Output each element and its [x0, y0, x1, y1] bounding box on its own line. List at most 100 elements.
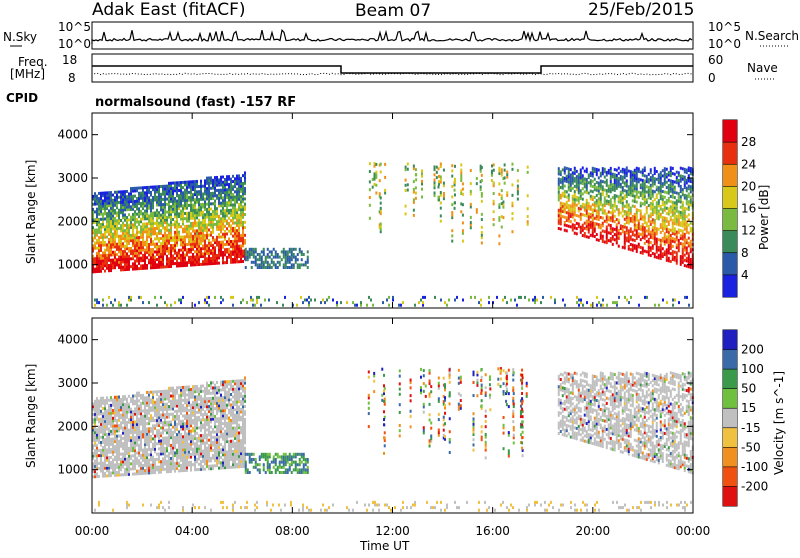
heatmap-cell: [493, 210, 495, 213]
heatmap-cell: [666, 176, 668, 179]
heatmap-cell: [120, 414, 122, 417]
heatmap-cell: [148, 393, 150, 396]
heatmap-cell: [574, 193, 576, 196]
heatmap-cell: [594, 235, 596, 238]
heatmap-cell: [156, 253, 158, 256]
heatmap-cell: [202, 193, 204, 196]
heatmap-cell: [614, 194, 616, 197]
heatmap-cell: [198, 234, 200, 237]
heatmap-cell: [168, 242, 170, 245]
heatmap-cell: [686, 257, 688, 260]
heatmap-cell: [584, 214, 586, 217]
heatmap-cell: [218, 184, 220, 187]
heatmap-cell: [470, 226, 472, 229]
heatmap-cell: [612, 230, 614, 233]
heatmap-cell: [170, 257, 172, 260]
heatmap-cell: [160, 296, 162, 299]
heatmap-cell: [142, 207, 144, 210]
heatmap-cell: [678, 221, 680, 224]
heatmap-cell: [162, 216, 164, 219]
heatmap-cell: [192, 230, 194, 233]
heatmap-cell: [618, 234, 620, 237]
heatmap-cell: [218, 246, 220, 249]
heatmap-cell: [451, 240, 453, 243]
heatmap-cell: [594, 206, 596, 209]
heatmap-cell: [174, 262, 176, 265]
heatmap-cell: [600, 203, 602, 206]
heatmap-cell: [528, 299, 530, 302]
heatmap-cell: [670, 166, 672, 169]
heatmap-cell: [380, 196, 382, 199]
heatmap-cell: [94, 473, 96, 476]
heatmap-cell: [676, 179, 678, 182]
heatmap-cell: [560, 215, 562, 218]
heatmap-cell: [162, 424, 164, 427]
heatmap-cell: [566, 203, 568, 206]
heatmap-cell: [124, 216, 126, 219]
heatmap-cell: [632, 231, 634, 234]
heatmap-cell: [116, 448, 118, 451]
heatmap-cell: [576, 196, 578, 199]
heatmap-cell: [604, 220, 606, 223]
heatmap-cell: [216, 220, 218, 223]
heatmap-cell: [434, 184, 436, 187]
heatmap-cell: [100, 257, 102, 260]
heatmap-cell: [144, 202, 146, 205]
heatmap-cell: [158, 437, 160, 440]
heatmap-cell: [120, 245, 122, 248]
heatmap-cell: [138, 392, 140, 395]
heatmap-cell: [582, 304, 584, 307]
heatmap-cell: [208, 247, 210, 250]
heatmap-cell: [690, 222, 692, 225]
heatmap-cell: [602, 211, 604, 214]
heatmap-cell: [369, 162, 371, 165]
heatmap-cell: [174, 210, 176, 213]
heatmap-cell: [104, 428, 106, 431]
heatmap-cell: [142, 469, 144, 472]
heatmap-cell: [208, 177, 210, 180]
heatmap-cell: [676, 171, 678, 174]
heatmap-cell: [680, 187, 682, 190]
heatmap-cell: [110, 264, 112, 267]
heatmap-cell: [100, 244, 102, 247]
heatmap-cell: [164, 190, 166, 193]
heatmap-cell: [138, 231, 140, 234]
heatmap-cell: [142, 202, 144, 205]
heatmap-cell: [162, 450, 164, 453]
heatmap-cell: [668, 184, 670, 187]
heatmap-cell: [142, 402, 144, 405]
heatmap-cell: [658, 249, 660, 252]
heatmap-cell: [130, 447, 132, 450]
heatmap-cell: [642, 223, 644, 226]
heatmap-cell: [170, 262, 172, 265]
heatmap-cell: [214, 176, 216, 179]
heatmap-cell: [257, 263, 259, 266]
heatmap-cell: [108, 409, 110, 412]
heatmap-cell: [114, 430, 116, 433]
heatmap-cell: [622, 225, 624, 228]
heatmap-cell: [228, 225, 230, 228]
heatmap-cell: [168, 182, 170, 185]
heatmap-cell: [126, 208, 128, 211]
heatmap-cell: [558, 193, 560, 196]
heatmap-cell: [632, 238, 634, 241]
heatmap-cell: [596, 168, 598, 171]
heatmap-cell: [158, 266, 160, 269]
heatmap-cell: [134, 223, 136, 226]
heatmap-cell: [108, 215, 110, 218]
heatmap-cell: [100, 259, 102, 262]
heatmap-cell: [610, 203, 612, 206]
heatmap-cell: [190, 183, 192, 186]
heatmap-cell: [564, 169, 566, 172]
heatmap-cell: [104, 402, 106, 405]
heatmap-cell: [122, 198, 124, 201]
heatmap-cell: [564, 224, 566, 227]
heatmap-cell: [598, 176, 600, 179]
heatmap-cell: [132, 242, 134, 245]
heatmap-cell: [656, 193, 658, 196]
heatmap-cell: [128, 242, 130, 245]
heatmap-cell: [126, 398, 128, 401]
heatmap-cell: [176, 252, 178, 255]
heatmap-cell: [170, 213, 172, 216]
heatmap-cell: [568, 225, 570, 228]
